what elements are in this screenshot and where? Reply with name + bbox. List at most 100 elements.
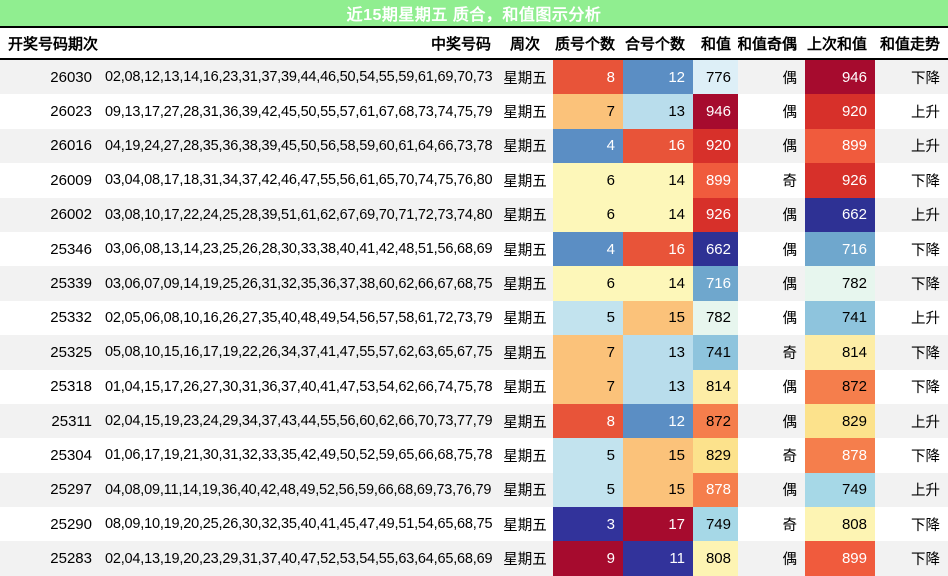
weekday-cell: 星期五 bbox=[503, 173, 547, 190]
weekday-cell: 星期五 bbox=[503, 448, 547, 465]
weekday-cell: 星期五 bbox=[503, 552, 547, 569]
prime-count-cell: 6 bbox=[553, 197, 623, 232]
winning-numbers-cell: 02,08,12,13,14,16,23,31,37,39,44,46,50,5… bbox=[105, 69, 493, 86]
composite-count-cell: 11 bbox=[623, 541, 693, 576]
weekday-cell: 星期五 bbox=[503, 208, 547, 225]
period-cell: 26009 bbox=[50, 171, 92, 189]
sum-value-cell: 926 bbox=[693, 197, 738, 232]
composite-count-cell: 16 bbox=[623, 128, 693, 164]
weekday-cell: 星期五 bbox=[503, 483, 547, 500]
period-cell: 26023 bbox=[50, 103, 92, 121]
composite-count-cell: 15 bbox=[623, 300, 693, 336]
winning-numbers-cell: 05,08,10,15,16,17,19,22,26,34,37,41,47,5… bbox=[105, 344, 493, 361]
composite-count-cell: 15 bbox=[623, 438, 693, 473]
header-sum: 和值 bbox=[700, 35, 731, 53]
sum-trend-cell: 上升 bbox=[911, 414, 940, 431]
winning-numbers-cell: 04,19,24,27,28,35,36,38,39,45,50,56,58,5… bbox=[105, 137, 493, 154]
period-cell: 26030 bbox=[50, 68, 92, 86]
prime-count-cell: 5 bbox=[553, 438, 623, 473]
period-cell: 25283 bbox=[50, 550, 92, 568]
sum-parity-cell: 偶 bbox=[782, 70, 798, 87]
composite-count-cell: 15 bbox=[623, 472, 693, 508]
composite-count-cell: 14 bbox=[623, 266, 693, 301]
winning-numbers-cell: 01,04,15,17,26,27,30,31,36,37,40,41,47,5… bbox=[105, 378, 493, 395]
table-row: 26023 09,13,17,27,28,31,36,39,42,45,50,5… bbox=[0, 94, 948, 129]
prime-count-cell: 5 bbox=[553, 472, 623, 508]
table-row: 25325 05,08,10,15,16,17,19,22,26,34,37,4… bbox=[0, 335, 948, 370]
period-cell: 26016 bbox=[50, 137, 92, 155]
sum-trend-cell: 下降 bbox=[911, 448, 940, 465]
header-numbers: 中奖号码 bbox=[430, 35, 491, 53]
weekday-cell: 星期五 bbox=[503, 70, 547, 87]
sum-value-cell: 741 bbox=[693, 335, 738, 370]
sum-trend-cell: 下降 bbox=[911, 517, 940, 534]
sum-value-cell: 814 bbox=[693, 369, 738, 404]
prime-count-cell: 7 bbox=[553, 369, 623, 404]
prime-count-cell: 7 bbox=[553, 94, 623, 129]
weekday-cell: 星期五 bbox=[503, 345, 547, 362]
sum-trend-cell: 下降 bbox=[911, 173, 940, 190]
last-sum-cell: 808 bbox=[805, 507, 875, 542]
sum-parity-cell: 偶 bbox=[782, 277, 798, 294]
table-row: 25339 03,06,07,09,14,19,25,26,31,32,35,3… bbox=[0, 266, 948, 301]
prime-count-cell: 3 bbox=[553, 507, 623, 542]
sum-trend-cell: 下降 bbox=[911, 380, 940, 397]
page-title: 近15期星期五 质合，和值图示分析 bbox=[0, 0, 948, 28]
period-cell: 25311 bbox=[51, 412, 92, 430]
header-composite: 合号个数 bbox=[624, 35, 685, 53]
sum-trend-cell: 下降 bbox=[911, 242, 940, 259]
sum-parity-cell: 偶 bbox=[782, 139, 798, 156]
composite-count-cell: 17 bbox=[623, 507, 693, 542]
sum-trend-cell: 下降 bbox=[911, 277, 940, 294]
composite-count-cell: 14 bbox=[623, 163, 693, 198]
sum-value-cell: 716 bbox=[693, 266, 738, 301]
weekday-cell: 星期五 bbox=[503, 517, 547, 534]
table-body: 26030 02,08,12,13,14,16,23,31,37,39,44,4… bbox=[0, 60, 948, 576]
table-row: 25283 02,04,13,19,20,23,29,31,37,40,47,5… bbox=[0, 541, 948, 576]
sum-parity-cell: 偶 bbox=[782, 552, 798, 569]
sum-parity-cell: 偶 bbox=[782, 311, 798, 328]
composite-count-cell: 13 bbox=[623, 94, 693, 129]
composite-count-cell: 12 bbox=[623, 60, 693, 95]
last-sum-cell: 814 bbox=[805, 335, 875, 370]
last-sum-cell: 872 bbox=[805, 369, 875, 404]
sum-parity-cell: 偶 bbox=[782, 208, 798, 225]
table-row: 26016 04,19,24,27,28,35,36,38,39,45,50,5… bbox=[0, 128, 948, 164]
header-last: 上次和值 bbox=[806, 35, 867, 53]
header-period: 开奖号码期次 bbox=[8, 35, 99, 53]
table-row: 25311 02,04,15,19,23,24,29,34,37,43,44,5… bbox=[0, 403, 948, 439]
winning-numbers-cell: 03,06,08,13,14,23,25,26,28,30,33,38,40,4… bbox=[105, 241, 493, 258]
prime-count-cell: 6 bbox=[553, 266, 623, 301]
table-row: 26030 02,08,12,13,14,16,23,31,37,39,44,4… bbox=[0, 60, 948, 95]
sum-trend-cell: 上升 bbox=[911, 311, 940, 328]
sum-parity-cell: 偶 bbox=[782, 483, 798, 500]
period-cell: 25318 bbox=[50, 378, 92, 396]
last-sum-cell: 899 bbox=[805, 128, 875, 164]
header-parity: 和值奇偶 bbox=[738, 35, 797, 53]
header-prime: 质号个数 bbox=[554, 35, 615, 53]
sum-value-cell: 946 bbox=[693, 94, 738, 129]
sum-value-cell: 899 bbox=[693, 163, 738, 198]
composite-count-cell: 13 bbox=[623, 335, 693, 370]
composite-count-cell: 12 bbox=[623, 403, 693, 439]
sum-parity-cell: 奇 bbox=[782, 448, 798, 465]
period-cell: 26002 bbox=[50, 206, 92, 224]
header-trend: 和值走势 bbox=[879, 35, 940, 53]
last-sum-cell: 899 bbox=[805, 541, 875, 576]
sum-parity-cell: 奇 bbox=[782, 345, 798, 362]
sum-value-cell: 878 bbox=[693, 472, 738, 508]
composite-count-cell: 14 bbox=[623, 197, 693, 232]
sum-trend-cell: 上升 bbox=[911, 105, 940, 122]
table-row: 25290 08,09,10,19,20,25,26,30,32,35,40,4… bbox=[0, 507, 948, 542]
period-cell: 25297 bbox=[50, 481, 92, 499]
sum-value-cell: 920 bbox=[693, 128, 738, 164]
sum-value-cell: 872 bbox=[693, 403, 738, 439]
winning-numbers-cell: 02,04,13,19,20,23,29,31,37,40,47,52,53,5… bbox=[105, 550, 493, 567]
weekday-cell: 星期五 bbox=[503, 105, 547, 122]
winning-numbers-cell: 03,06,07,09,14,19,25,26,31,32,35,36,37,3… bbox=[105, 275, 493, 292]
table-row: 26009 03,04,08,17,18,31,34,37,42,46,47,5… bbox=[0, 163, 948, 198]
period-cell: 25304 bbox=[50, 446, 92, 464]
sum-value-cell: 829 bbox=[693, 438, 738, 473]
prime-count-cell: 4 bbox=[553, 128, 623, 164]
prime-count-cell: 5 bbox=[553, 300, 623, 336]
